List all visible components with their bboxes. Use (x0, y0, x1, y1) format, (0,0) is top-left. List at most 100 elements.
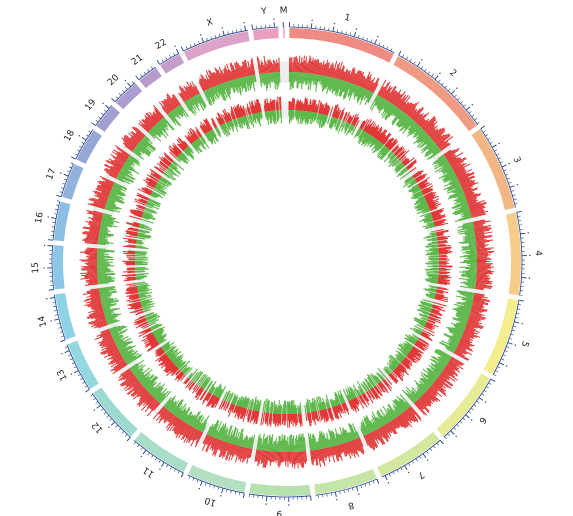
gain-bar (100, 328, 110, 334)
loss-bar (141, 215, 150, 220)
loss-bar (295, 110, 298, 119)
gain-bar (432, 215, 446, 221)
loss-bar (246, 115, 251, 124)
gain-bar (417, 112, 430, 125)
loss-bar (142, 306, 150, 310)
loss-bar (313, 112, 316, 122)
loss-bar (389, 153, 395, 159)
loss-bar (133, 368, 143, 376)
loss-bar (413, 127, 422, 136)
loss-bar (397, 114, 409, 128)
loss-bar (151, 386, 161, 396)
tick-mark (398, 50, 402, 56)
loss-bar (336, 79, 343, 97)
gain-bar (467, 199, 478, 205)
gain-bar (319, 64, 323, 76)
tick-mark (71, 156, 76, 160)
gain-bar (104, 180, 114, 186)
gain-bar (430, 209, 443, 215)
tick-mark (496, 153, 500, 156)
loss-bar (327, 116, 331, 124)
tick-mark (74, 153, 78, 156)
loss-bar (193, 371, 203, 383)
gain-bar (201, 125, 207, 134)
gain-bar (166, 365, 177, 377)
tick-baseline (183, 29, 248, 52)
gain-bar (178, 143, 185, 151)
gain-bar (476, 271, 492, 274)
gain-bar (436, 286, 447, 290)
gain-bar (326, 62, 330, 77)
gain-bar (132, 386, 145, 397)
tick-baseline (133, 440, 184, 474)
tick-mark (201, 37, 204, 43)
gain-bar (392, 93, 401, 105)
loss-bar (368, 381, 374, 388)
gain-bar (172, 142, 183, 153)
gain-bar (445, 149, 459, 159)
loss-bar (239, 117, 244, 125)
gain-bar (279, 97, 281, 111)
loss-bar (331, 78, 337, 93)
loss-bar (369, 420, 376, 431)
gain-bar (437, 237, 447, 240)
gain-bar (241, 106, 245, 117)
loss-bar (272, 110, 276, 125)
gain-bar (336, 111, 340, 119)
loss-bar (267, 400, 270, 413)
gain-bar (126, 230, 138, 234)
gain-bar (394, 93, 403, 106)
gain-bar (199, 126, 206, 135)
loss-bar (382, 405, 393, 421)
loss-bar (187, 145, 193, 152)
loss-bar (414, 188, 421, 193)
gain-bar (461, 335, 473, 341)
loss-bar (447, 192, 465, 200)
gain-bar (401, 412, 410, 422)
gain-bar (469, 205, 485, 211)
loss-bar (421, 303, 433, 308)
gain-bar (211, 438, 218, 452)
gain-bar (351, 113, 357, 125)
loss-bar (405, 177, 414, 183)
gain-bar (320, 448, 324, 464)
gain-bar (202, 434, 208, 444)
loss-bar (256, 435, 260, 450)
gain-bar (315, 59, 320, 75)
loss-bar (99, 232, 115, 236)
gain-bar (456, 346, 472, 356)
loss-bar (186, 99, 194, 110)
gain-bar (339, 404, 343, 412)
loss-bar (362, 384, 368, 392)
loss-bar (421, 311, 430, 316)
gain-bar (293, 57, 295, 73)
gain-bar (85, 280, 98, 283)
loss-bar (177, 155, 186, 164)
loss-bar (148, 386, 155, 393)
loss-bar (451, 187, 463, 194)
loss-bar (120, 169, 129, 175)
loss-bar (300, 72, 303, 84)
loss-bar (325, 394, 331, 408)
gain-bar (144, 114, 156, 126)
tick-mark (64, 350, 70, 353)
loss-bar (136, 284, 149, 288)
loss-bar (420, 307, 432, 312)
gain-bar (395, 147, 405, 157)
gain-bar (222, 400, 226, 408)
gain-bar (245, 408, 249, 417)
gain-bar (104, 169, 118, 177)
loss-bar (194, 140, 199, 147)
loss-bar (155, 124, 164, 134)
gain-bar (475, 284, 492, 288)
gain-bar (450, 357, 463, 366)
gain-bar (430, 311, 442, 317)
gain-bar (363, 435, 369, 446)
loss-bar (102, 303, 117, 309)
loss-bar (176, 106, 184, 117)
gain-bar (97, 198, 107, 203)
gain-bar (296, 99, 299, 111)
loss-bar (117, 340, 130, 348)
gain-bar (425, 194, 436, 200)
loss-bar (404, 118, 413, 129)
